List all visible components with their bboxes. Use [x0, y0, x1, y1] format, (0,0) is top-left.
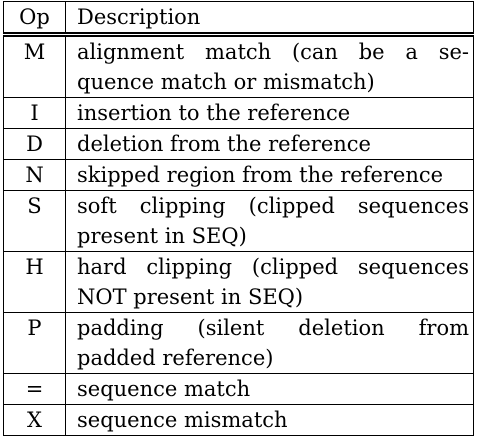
description-line: sequence match	[77, 377, 251, 401]
op-code: =	[3, 373, 66, 405]
description-line: quence match or mismatch)	[77, 70, 375, 94]
table-row: X sequence mismatch	[3, 404, 474, 436]
table-row: P padding (silent deletion from padded r…	[3, 312, 474, 374]
op-code: N	[3, 159, 66, 191]
header-row: Op Description	[3, 1, 474, 37]
cigar-ops-table: Op Description M alignment match (can be…	[3, 1, 474, 436]
table-row: I insertion to the reference	[3, 97, 474, 129]
description-line: skipped region from the reference	[77, 163, 444, 187]
op-description: sequence match	[65, 373, 474, 405]
op-code: D	[3, 128, 66, 160]
op-description: deletion from the reference	[65, 128, 474, 160]
op-code: I	[3, 97, 66, 129]
table-header: Op Description	[3, 1, 474, 37]
op-description: alignment match (can be a se- quence mat…	[65, 34, 474, 98]
op-description: skipped region from the reference	[65, 159, 474, 191]
description-line: soft clipping (clipped sequences	[77, 194, 469, 218]
op-description: hard clipping (clipped sequences NOT pre…	[65, 251, 474, 313]
table-row: H hard clipping (clipped sequences NOT p…	[3, 251, 474, 313]
description-line: present in SEQ)	[77, 224, 247, 248]
table-row: N skipped region from the reference	[3, 159, 474, 191]
header-op: Op	[3, 1, 66, 37]
op-code: M	[3, 34, 66, 98]
description-line: padding (silent deletion from	[77, 316, 469, 340]
table-row: = sequence match	[3, 373, 474, 405]
op-description: sequence mismatch	[65, 404, 474, 436]
op-code: P	[3, 312, 66, 374]
header-description: Description	[65, 1, 474, 37]
op-description: padding (silent deletion from padded ref…	[65, 312, 474, 374]
cigar-ops-table-container: Op Description M alignment match (can be…	[3, 1, 474, 436]
op-code: X	[3, 404, 66, 436]
table-row: S soft clipping (clipped sequences prese…	[3, 190, 474, 252]
description-line: NOT present in SEQ)	[77, 285, 304, 309]
table-row: D deletion from the reference	[3, 128, 474, 160]
description-line: insertion to the reference	[77, 101, 351, 125]
op-code: H	[3, 251, 66, 313]
description-line: alignment match (can be a se-	[77, 40, 469, 64]
op-code: S	[3, 190, 66, 252]
table-row: M alignment match (can be a se- quence m…	[3, 34, 474, 98]
description-line: deletion from the reference	[77, 132, 371, 156]
op-description: soft clipping (clipped sequences present…	[65, 190, 474, 252]
description-line: sequence mismatch	[77, 408, 288, 432]
op-description: insertion to the reference	[65, 97, 474, 129]
description-line: hard clipping (clipped sequences	[77, 255, 469, 279]
description-line: padded reference)	[77, 346, 274, 370]
